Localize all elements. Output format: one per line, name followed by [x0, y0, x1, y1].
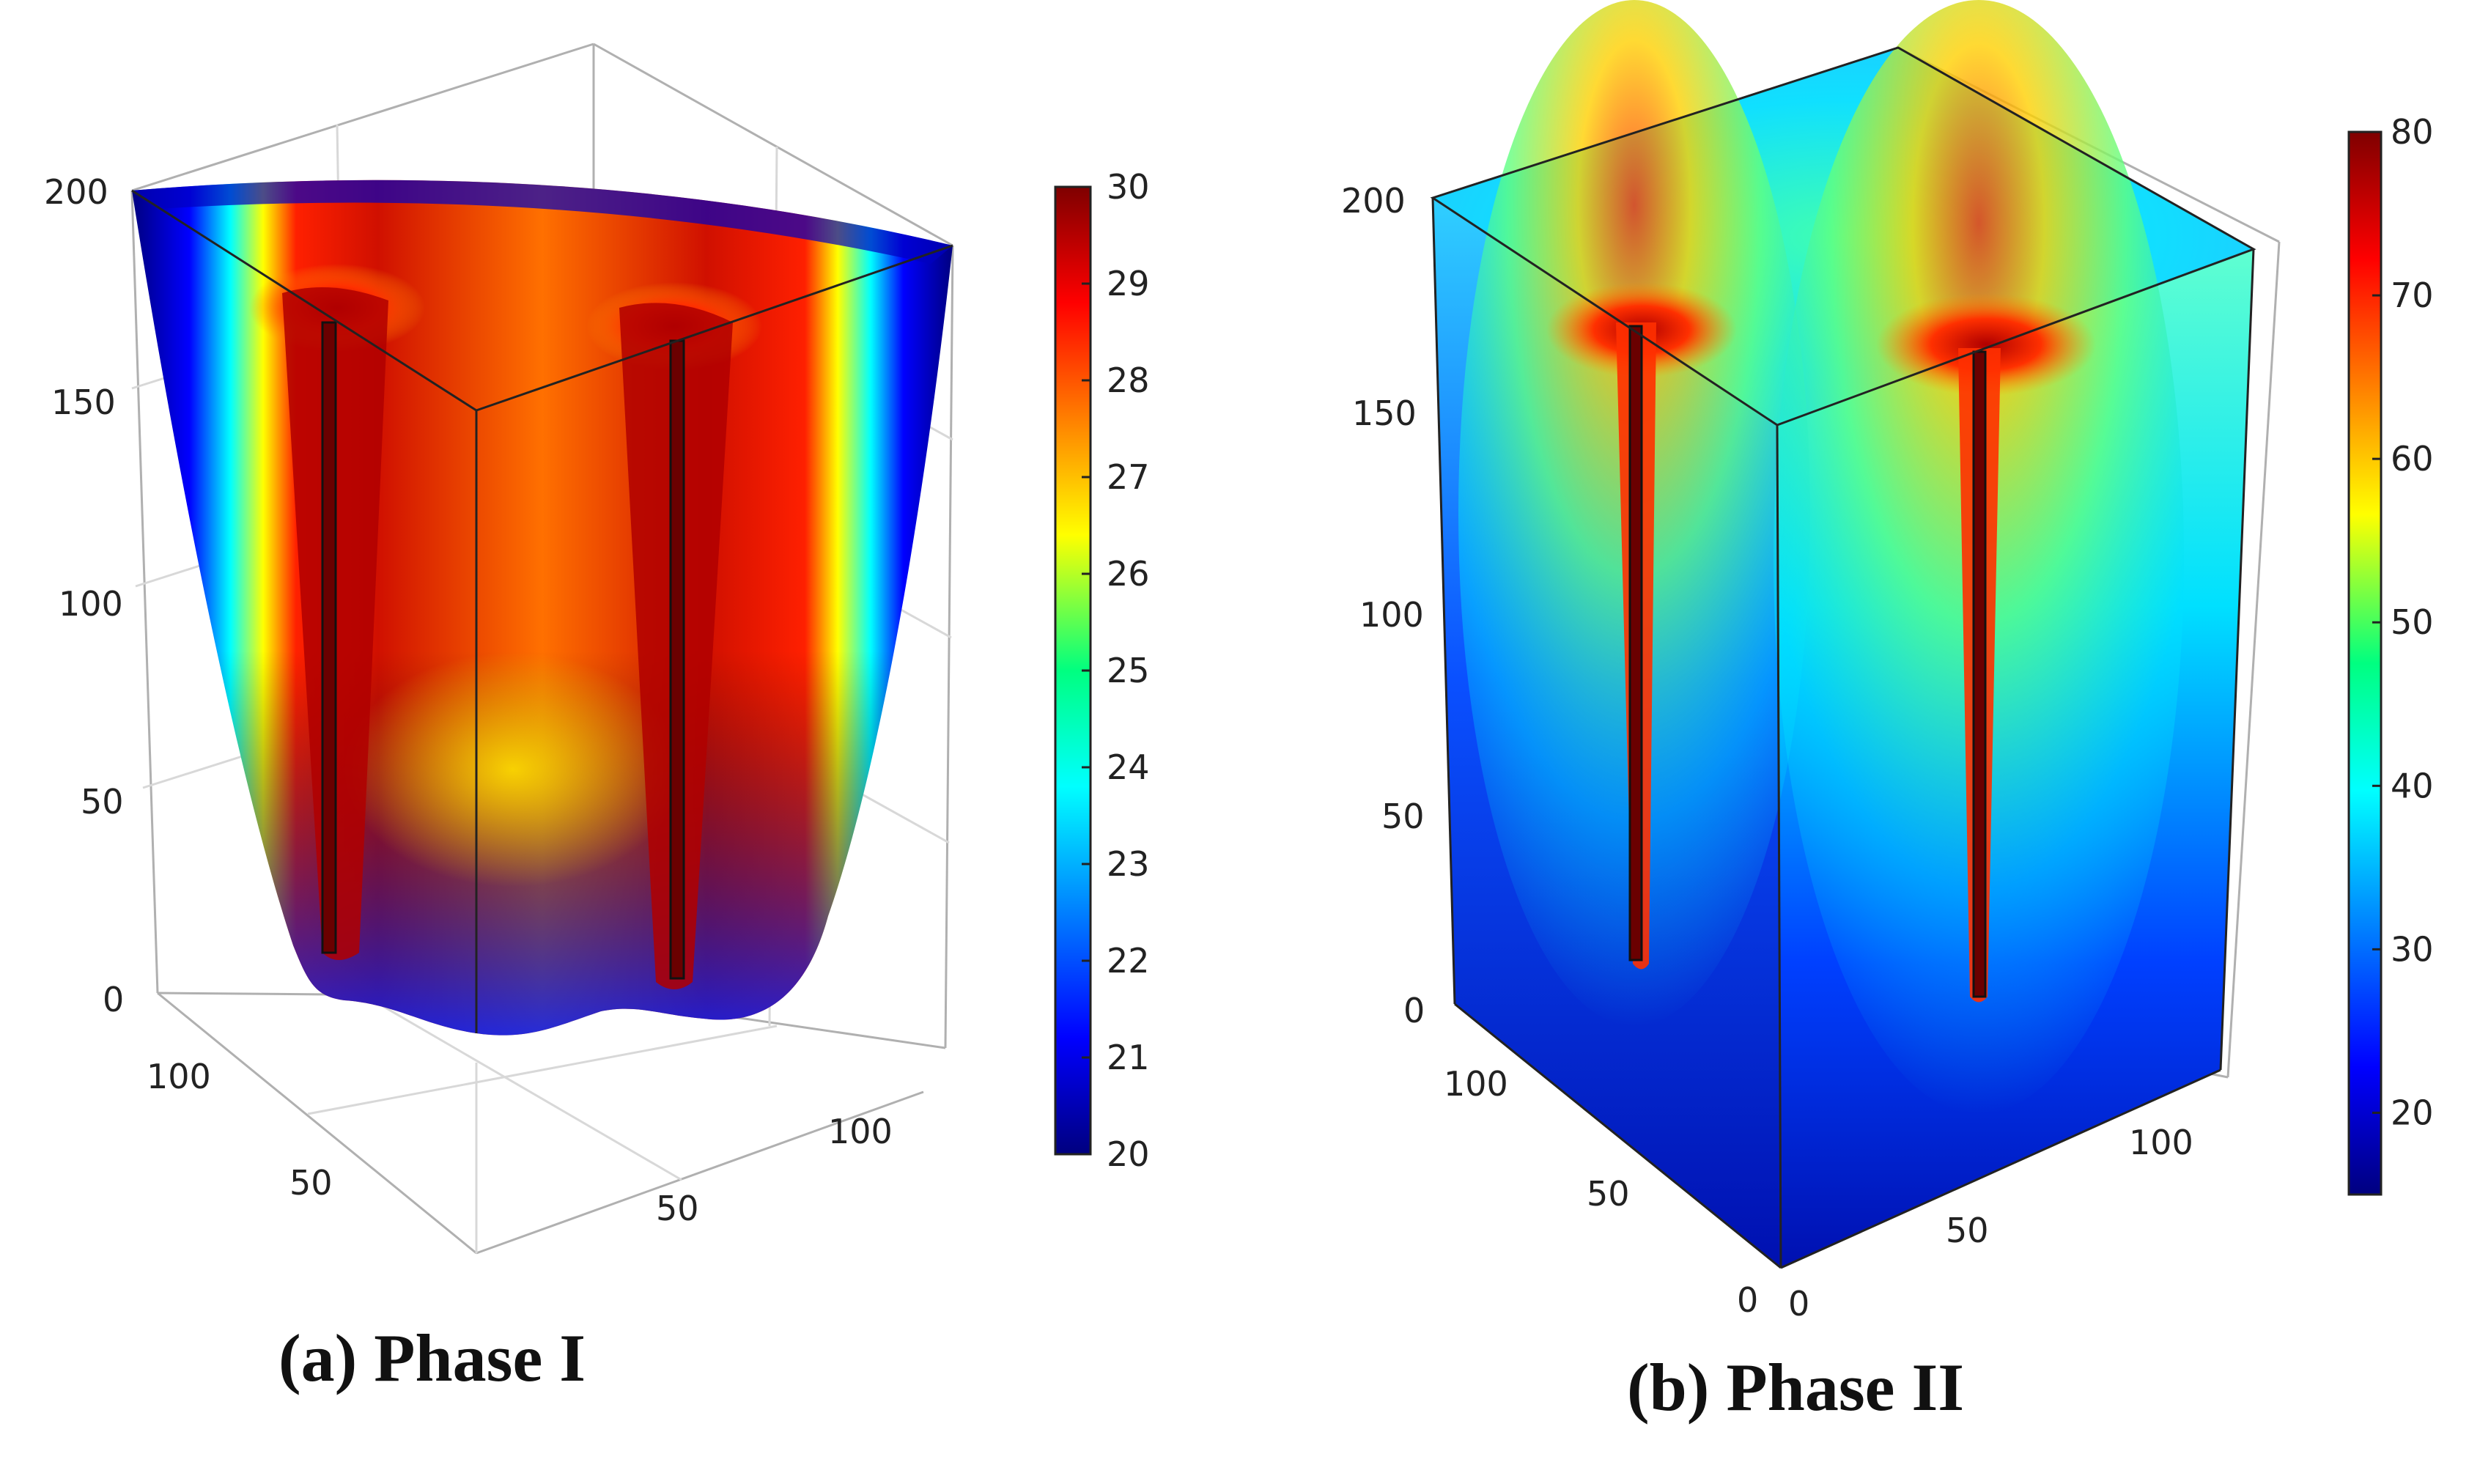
panel-b-vtick: 200	[1341, 181, 1406, 221]
panel-b-left-depth-tick: 50	[1587, 1174, 1630, 1214]
colorbar-tick-label: 50	[2391, 602, 2434, 642]
colorbar-tick-label: 20	[1107, 1134, 1150, 1174]
panel-a-left-depth-tick: 50	[289, 1163, 333, 1203]
colorbar-tick-label: 70	[2391, 276, 2434, 315]
panel-b-left-depth-tick: 0	[1737, 1280, 1758, 1320]
colorbar-tick-label: 26	[1107, 554, 1150, 594]
panel-b-borehole-right	[1972, 350, 1987, 998]
panel-b-vtick: 150	[1352, 394, 1417, 433]
panel-a-borehole-left	[321, 321, 337, 954]
panel-a-borehole-right	[669, 339, 685, 980]
panel-b-vertical-ticks: 200 150 100 50 0	[1341, 181, 1425, 1030]
colorbar-tick-label: 40	[2391, 766, 2434, 805]
colorbar-tick-label: 21	[1107, 1038, 1150, 1077]
panel-b-caption-letter: (b)	[1627, 1350, 1710, 1425]
colorbar-tick-label: 30	[1107, 167, 1150, 207]
panel-a-caption-letter: (a)	[278, 1321, 358, 1395]
panel-a-caption-title: Phase I	[374, 1321, 586, 1395]
panel-b-depth-ticks: 100 50 0 0 50 100	[1444, 1064, 2193, 1324]
panel-a-right-depth-tick: 100	[828, 1112, 893, 1151]
panel-b-vtick: 50	[1381, 797, 1425, 836]
panel-b: 200 150 100 50 0 100 50 0 0 50 100 80706…	[1341, 0, 2434, 1324]
panel-b-right-depth-tick: 50	[1946, 1211, 1989, 1250]
panel-b-hot-zone-right	[1876, 293, 2096, 396]
panel-b-right-depth-tick: 100	[2129, 1123, 2193, 1162]
colorbar-tick-label: 30	[2391, 929, 2434, 969]
panel-b-vtick: 100	[1359, 595, 1424, 635]
panel-b-colorbar-ticks: 80 70 60 50 40 30 20	[2372, 112, 2434, 1132]
panel-a-vtick: 0	[103, 980, 124, 1019]
colorbar-tick-label: 29	[1107, 264, 1150, 303]
colorbar-tick-label: 25	[1107, 651, 1150, 690]
panel-a-left-depth-tick: 100	[147, 1057, 211, 1096]
panel-b-right-depth-tick: 0	[1788, 1284, 1809, 1324]
panel-a-colorbar: 30 29 28 27 26 25 24 23 22 21 20	[1054, 167, 1150, 1174]
panel-a-right-depth-tick: 50	[656, 1189, 699, 1228]
panel-b-caption-title: Phase II	[1726, 1350, 1965, 1425]
panel-a-vtick: 100	[59, 584, 123, 624]
colorbar-tick-label: 22	[1107, 941, 1150, 981]
panel-a-caption: (a) Phase I	[278, 1319, 586, 1397]
panel-a-vtick: 150	[51, 383, 116, 422]
colorbar-tick-label: 60	[2391, 439, 2434, 479]
panel-b-colorbar-strip	[2347, 130, 2383, 1196]
panel-a-vertical-ticks: 200 150 100 50 0	[44, 172, 124, 1019]
panel-a-vtick: 200	[44, 172, 108, 212]
colorbar-tick-label: 23	[1107, 844, 1150, 884]
panel-b-vtick: 0	[1403, 991, 1425, 1030]
panel-a: 200 150 100 50 0 100 50 100 50 30 29 28 27 2…	[44, 43, 1150, 1255]
colorbar-tick-label: 24	[1107, 747, 1150, 787]
panel-a-vtick: 50	[81, 782, 124, 822]
panel-a-depth-ticks: 100 50 100 50	[147, 1057, 893, 1228]
panel-b-borehole-left	[1628, 325, 1643, 961]
colorbar-tick-label: 28	[1107, 361, 1150, 400]
panel-a-colorbar-ticks: 30 29 28 27 26 25 24 23 22 21 20	[1082, 167, 1150, 1174]
colorbar-tick-label: 20	[2391, 1093, 2434, 1132]
colorbar-tick-label: 80	[2391, 112, 2434, 152]
colorbar-tick-label: 27	[1107, 457, 1150, 497]
panel-b-left-depth-tick: 100	[1444, 1064, 1508, 1104]
panel-b-colorbar: 80 70 60 50 40 30 20	[2347, 112, 2434, 1196]
panel-b-caption: (b) Phase II	[1627, 1348, 1964, 1426]
